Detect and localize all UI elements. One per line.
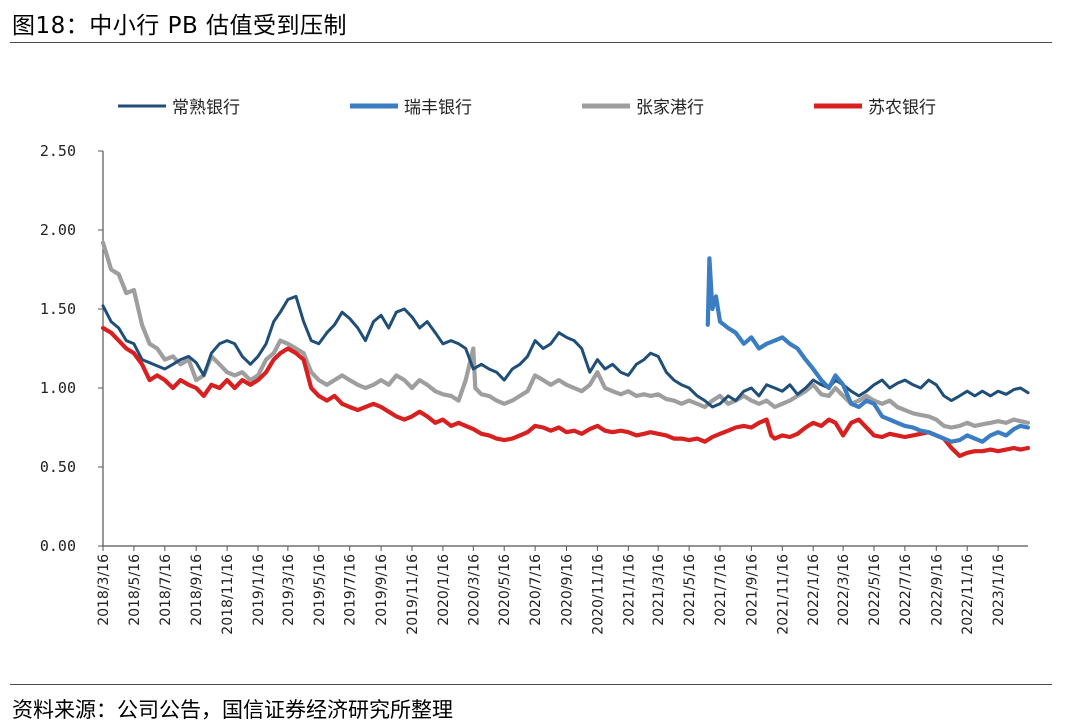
x-tick-label: 2021/5/16 (682, 554, 698, 626)
y-axis: 2.50 2.00 1.50 1.00 0.50 0.00 (40, 142, 104, 555)
x-tick-label: 2020/7/16 (528, 554, 544, 626)
x-tick-label: 2021/1/16 (621, 554, 637, 626)
y-tick-label: 2.50 (40, 142, 76, 160)
x-tick-label: 2019/9/16 (374, 554, 390, 626)
x-tick-label: 2018/9/16 (189, 554, 205, 626)
x-tick-label: 2019/11/16 (405, 554, 421, 635)
legend-label: 苏农银行 (868, 98, 936, 118)
x-tick-label: 2021/11/16 (775, 554, 791, 635)
series-line-3 (100, 240, 1031, 430)
x-tick-label: 2020/3/16 (466, 554, 482, 626)
legend-label: 张家港行 (636, 98, 704, 118)
x-tick-label: 2021/9/16 (744, 554, 760, 626)
x-tick-label: 2020/9/16 (560, 554, 576, 626)
series-line-2 (705, 256, 1031, 444)
y-tick-label: 2.00 (40, 221, 76, 239)
x-tick-label: 2022/7/16 (898, 554, 914, 626)
y-tick-label: 0.50 (40, 458, 76, 476)
y-tick-label: 0.00 (40, 537, 76, 555)
x-tick-label: 2019/5/16 (312, 554, 328, 626)
x-tick-label: 2019/7/16 (343, 554, 359, 626)
x-tick-label: 2019/1/16 (251, 554, 267, 626)
x-tick-label: 2021/7/16 (713, 554, 729, 626)
legend-label: 常熟银行 (172, 97, 240, 118)
x-tick-label: 2022/5/16 (867, 554, 883, 626)
x-tick-label: 2022/11/16 (960, 554, 976, 635)
x-tick-label: 2022/3/16 (836, 554, 852, 626)
legend-label: 瑞丰银行 (404, 98, 472, 118)
x-tick-label: 2019/3/16 (281, 554, 297, 626)
x-tick-label: 2022/9/16 (929, 554, 945, 626)
series-lines (100, 240, 1031, 458)
x-axis: 2018/3/16 2018/5/16 2018/7/16 2018/9/16 2018… (96, 545, 1028, 635)
y-tick-label: 1.00 (40, 379, 76, 397)
y-tick-label: 1.50 (40, 300, 76, 318)
series-line-4 (100, 325, 1031, 458)
x-tick-label: 2018/7/16 (158, 554, 174, 626)
source-note: 资料来源：公司公告，国信证券经济研究所整理 (12, 698, 453, 722)
x-tick-label: 2018/3/16 (96, 554, 112, 626)
x-tick-label: 2022/1/16 (806, 554, 822, 626)
x-tick-label: 2018/5/16 (127, 554, 143, 626)
legend: 常熟银行 瑞丰银行 张家港行 苏农银行 (118, 97, 936, 118)
title-rule (10, 42, 1052, 43)
x-tick-label: 2020/11/16 (590, 554, 606, 635)
series-line-1 (101, 294, 1030, 409)
x-tick-label: 2020/5/16 (497, 554, 513, 626)
x-tick-label: 2023/1/16 (991, 554, 1007, 626)
figure-title: 图18：中小行 PB 估值受到压制 (12, 13, 348, 39)
source-rule (10, 684, 1052, 685)
x-tick-label: 2021/3/16 (651, 554, 667, 626)
x-tick-label: 2020/1/16 (436, 554, 452, 626)
x-tick-label: 2018/11/16 (220, 554, 236, 635)
